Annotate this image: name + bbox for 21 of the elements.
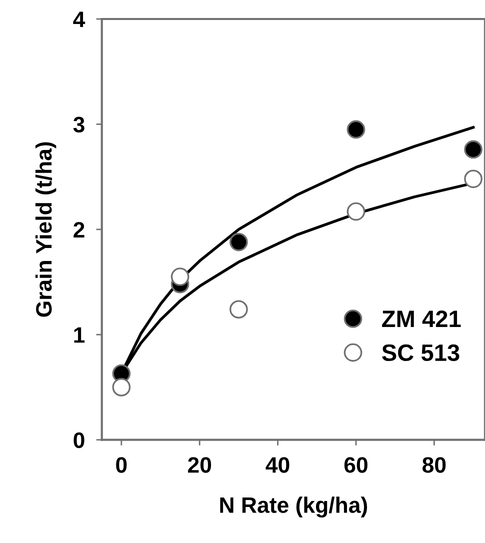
legend-label: SC 513 xyxy=(382,344,460,362)
y-tick-label: 4 xyxy=(73,12,86,28)
x-tick-label: 0 xyxy=(116,457,127,473)
y-tick-label: 2 xyxy=(74,222,84,238)
y-axis-title: Grain Yield (t/ha) xyxy=(35,142,56,317)
point xyxy=(464,170,482,188)
legend-label: ZM 421 xyxy=(382,310,461,328)
x-tick-label: 40 xyxy=(266,457,290,473)
y-tick-label: 0 xyxy=(74,432,84,448)
point xyxy=(464,140,482,159)
x-tick-label: 60 xyxy=(344,457,368,473)
point xyxy=(346,120,366,139)
y-tick-label: 1 xyxy=(74,327,85,343)
point xyxy=(170,268,190,286)
x-tick-label: 20 xyxy=(188,457,212,473)
point xyxy=(230,232,248,252)
y-tick-label: 3 xyxy=(73,116,84,133)
point xyxy=(112,378,131,396)
x-axis-title: N Rate (kg/ha) xyxy=(220,496,368,518)
point xyxy=(346,202,366,221)
x-tick-label: 80 xyxy=(422,457,446,473)
